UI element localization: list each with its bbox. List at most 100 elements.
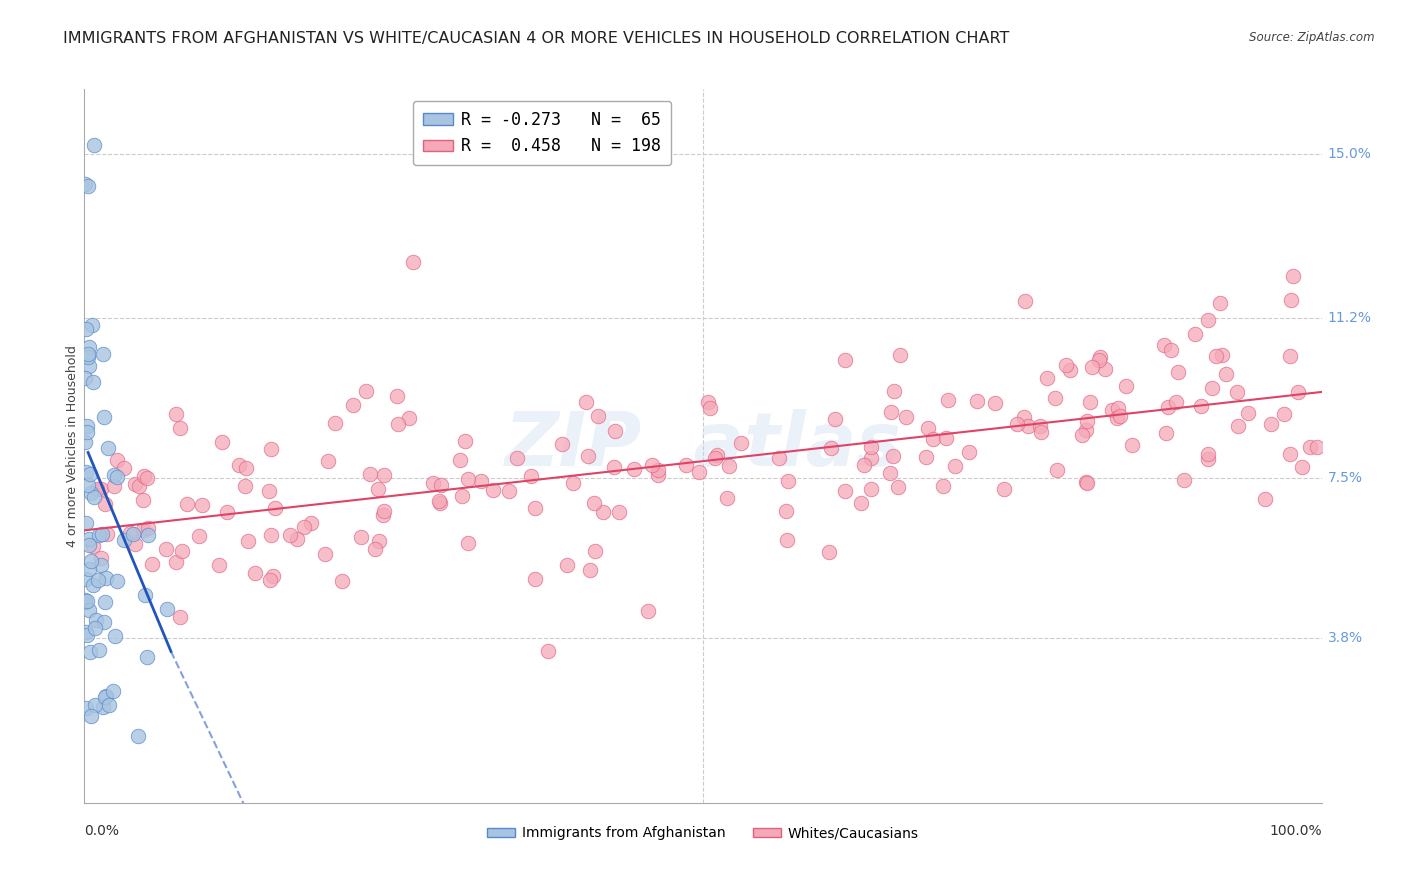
Point (429, 496, 451, 510)
Point (498, 484, 520, 499)
Point (89, 528, 111, 542)
Point (697, 394, 720, 409)
Text: IMMIGRANTS FROM AFGHANISTAN VS WHITE/CAUCASIAN 4 OR MORE VEHICLES IN HOUSEHOLD C: IMMIGRANTS FROM AFGHANISTAN VS WHITE/CAU… (63, 31, 1010, 46)
Point (84, 613, 107, 627)
Point (1109, 409, 1132, 423)
Point (91, 526, 114, 541)
Point (131, 493, 153, 508)
Point (77, 561, 100, 575)
Point (93, 410, 115, 425)
Point (834, 353, 856, 368)
Point (83, 138, 105, 153)
Text: 15.0%: 15.0% (1327, 147, 1372, 161)
Point (132, 468, 155, 483)
Point (470, 474, 492, 488)
Point (354, 384, 377, 398)
Point (582, 495, 605, 509)
Point (457, 536, 479, 550)
Point (105, 453, 128, 467)
Point (97, 698, 120, 713)
Point (1081, 360, 1104, 375)
Point (76, 425, 98, 439)
Point (1029, 425, 1052, 440)
Point (169, 420, 191, 434)
Point (984, 396, 1007, 410)
Point (124, 476, 146, 491)
Point (1306, 440, 1329, 454)
Point (1036, 371, 1059, 385)
Point (1189, 399, 1212, 413)
Legend: Immigrants from Afghanistan, Whites/Caucasians: Immigrants from Afghanistan, Whites/Cauc… (481, 821, 925, 846)
Point (398, 411, 420, 425)
Point (190, 498, 212, 512)
Point (90, 558, 112, 572)
Point (166, 407, 188, 421)
Point (936, 392, 959, 407)
Point (260, 442, 283, 457)
Point (688, 465, 710, 479)
Point (880, 405, 903, 419)
Point (575, 395, 598, 409)
Point (1197, 313, 1219, 327)
Point (1029, 418, 1052, 433)
Point (208, 558, 231, 572)
Point (1226, 384, 1249, 399)
Point (776, 533, 799, 547)
Point (121, 527, 143, 541)
Point (82, 376, 104, 390)
Point (342, 398, 364, 412)
Point (1153, 337, 1175, 351)
Point (107, 574, 129, 589)
Point (966, 393, 988, 408)
Point (103, 468, 125, 483)
Point (364, 542, 387, 557)
Point (127, 729, 149, 743)
Point (105, 470, 128, 484)
Point (450, 489, 472, 503)
Point (675, 458, 697, 473)
Point (1076, 475, 1098, 489)
Point (849, 496, 872, 510)
Point (1278, 349, 1301, 363)
Point (103, 479, 125, 493)
Point (278, 528, 301, 542)
Point (1101, 403, 1123, 417)
Point (96, 527, 118, 541)
Point (77, 179, 100, 194)
Point (1107, 411, 1129, 425)
Point (84, 698, 107, 712)
Point (550, 437, 572, 451)
Point (1043, 391, 1066, 405)
Point (775, 503, 797, 517)
Point (373, 468, 395, 483)
Point (136, 527, 159, 541)
Point (1059, 363, 1081, 377)
Point (141, 557, 163, 571)
Point (623, 461, 645, 475)
Point (1007, 417, 1029, 431)
Text: 7.5%: 7.5% (1327, 472, 1362, 485)
Point (889, 348, 911, 362)
Point (359, 467, 381, 481)
Point (132, 523, 155, 537)
Point (262, 569, 284, 583)
Point (824, 412, 846, 426)
Point (1160, 343, 1182, 358)
Point (90, 482, 112, 496)
Point (235, 461, 257, 475)
Point (422, 475, 444, 490)
Point (820, 441, 842, 455)
Point (134, 588, 156, 602)
Point (883, 384, 905, 399)
Point (176, 497, 198, 511)
Point (1154, 426, 1177, 441)
Point (1272, 407, 1295, 421)
Point (716, 491, 738, 505)
Point (128, 479, 150, 493)
Point (1078, 395, 1101, 409)
Point (228, 458, 250, 472)
Point (97, 441, 120, 455)
Point (1278, 447, 1301, 461)
Point (172, 543, 194, 558)
Point (135, 649, 157, 664)
